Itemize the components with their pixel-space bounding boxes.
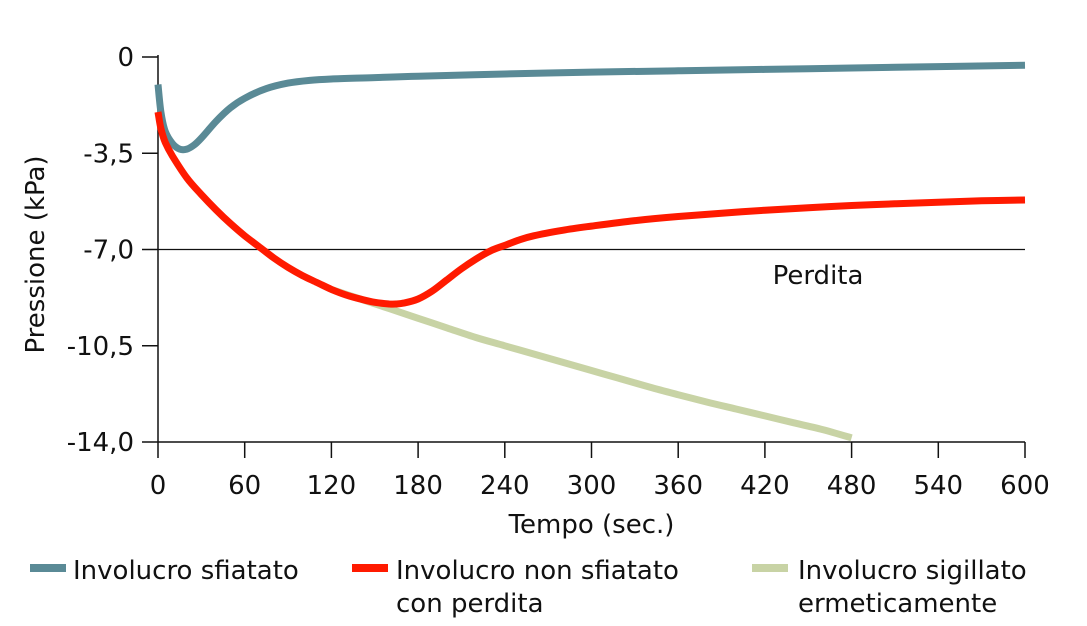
legend-label: Involucro non sfiatato <box>396 556 679 586</box>
legend-label: ermeticamente <box>798 589 997 619</box>
x-tick-label: 360 <box>653 471 703 501</box>
series-lines <box>154 61 1026 442</box>
x-tick-label: 180 <box>393 471 443 501</box>
x-tick-label: 420 <box>740 471 790 501</box>
series-line-2 <box>330 286 853 442</box>
y-tick-label: -7,0 <box>83 236 134 266</box>
legend-label: Involucro sigillato <box>798 556 1027 586</box>
y-tick-label: -10,5 <box>67 332 134 362</box>
y-tick-label: -3,5 <box>83 139 134 169</box>
legend-label: Involucro sfiatato <box>73 556 299 586</box>
x-axis-title: Tempo (sec.) <box>508 510 675 540</box>
y-axis-title: Pressione (kPa) <box>21 155 51 353</box>
reference-line-label: Perdita <box>773 261 864 291</box>
y-tick-label: 0 <box>117 43 134 73</box>
x-tick-label: 60 <box>228 471 261 501</box>
y-tick-label: -14,0 <box>67 428 134 458</box>
x-tick-label: 120 <box>307 471 357 501</box>
chart-labels: Tempo (sec.) Pressione (kPa) Perdita <box>21 155 863 540</box>
series-line-1 <box>154 111 1026 308</box>
legend-label: con perdita <box>396 589 544 619</box>
x-tick-label: 540 <box>913 471 963 501</box>
x-tick-label: 240 <box>480 471 530 501</box>
x-tick-label: 0 <box>150 471 167 501</box>
x-tick-label: 300 <box>567 471 617 501</box>
axes: 0 -3,5 -7,0 -10,5 -14,0 0 60 120 180 240 300 360 420… <box>67 43 1050 501</box>
x-tick-label: 480 <box>827 471 877 501</box>
legend: Involucro sfiatato Involucro non sfiatato… <box>30 556 1027 619</box>
series-line-0 <box>154 61 1026 154</box>
x-tick-label: 600 <box>1000 471 1050 501</box>
